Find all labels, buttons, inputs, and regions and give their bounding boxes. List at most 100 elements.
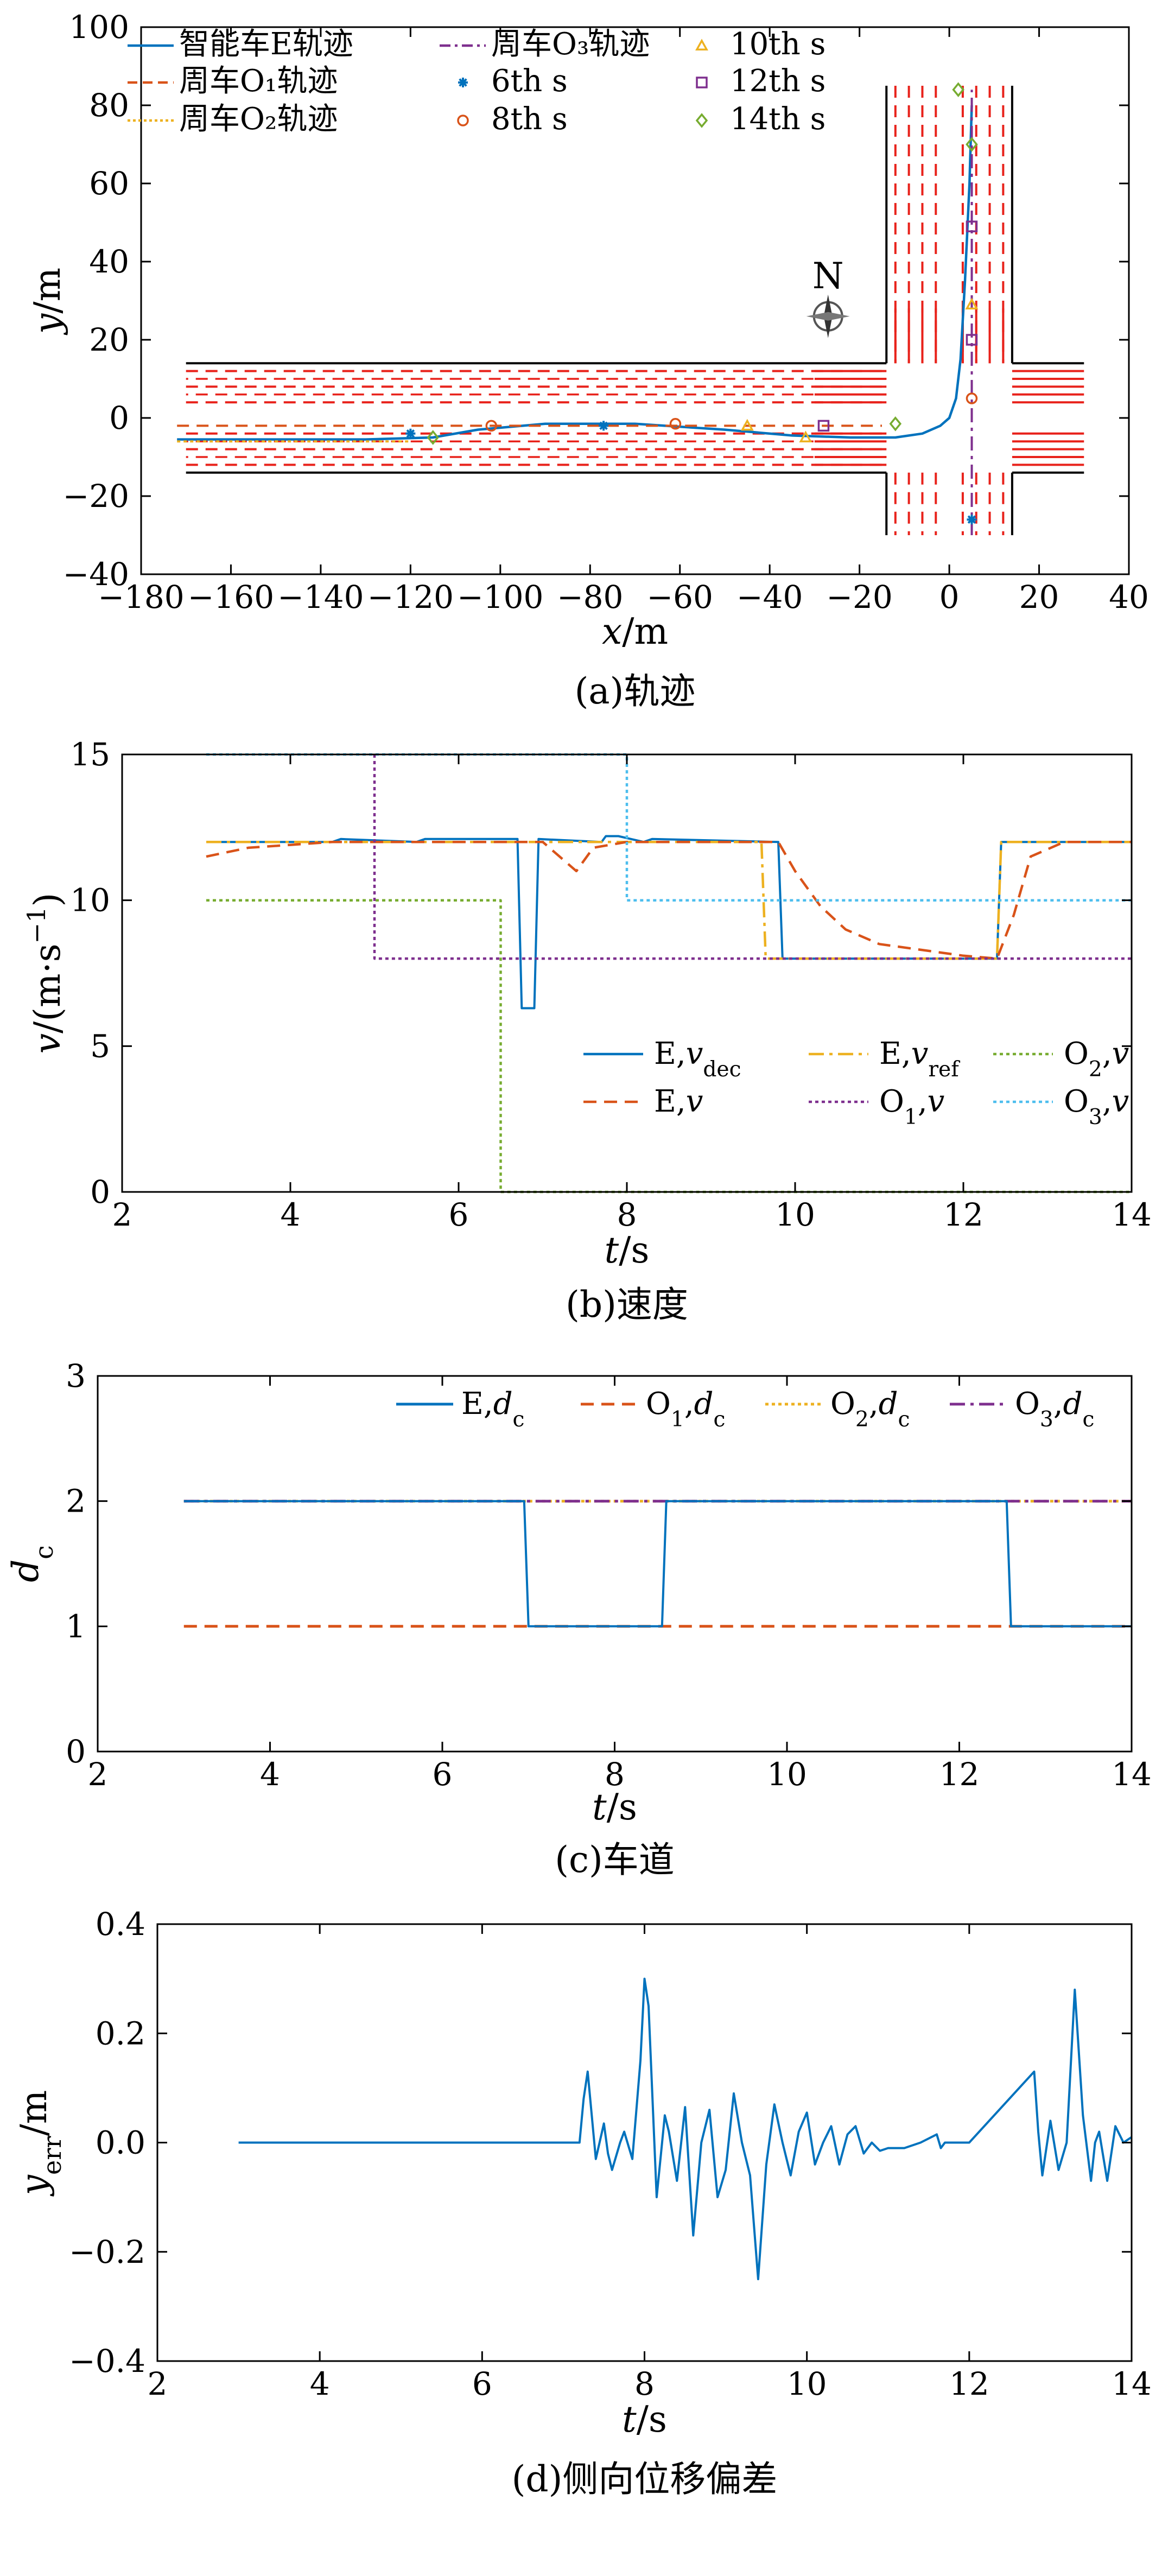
legend-label: O2,v bbox=[1064, 1036, 1129, 1082]
legend-label: O3,dc bbox=[1015, 1386, 1094, 1432]
caption: (a)轨迹 bbox=[575, 670, 696, 712]
legend-swatch bbox=[695, 113, 708, 128]
legend-item-Ev: E,v bbox=[583, 1084, 703, 1119]
legend-item-O1dc: O1,dc bbox=[581, 1386, 725, 1432]
x-axis-label: x/m bbox=[602, 611, 668, 652]
legend-item-O2dc: O2,dc bbox=[765, 1386, 910, 1432]
x-tick-label: 8 bbox=[634, 2365, 655, 2402]
marker-t10 bbox=[799, 430, 812, 442]
legend-label: 周车O₂轨迹 bbox=[179, 101, 338, 137]
legend-item-t12: 12th s bbox=[696, 64, 826, 99]
chart-d-lateral-error: 2 4 6 8 10 12 14 −0.4 −0.2 0.0 0.2 0.4 t/s yerr/m (d)侧… bbox=[13, 1906, 1152, 2500]
y-tick-label: 1 bbox=[66, 1608, 86, 1645]
series-Evdec bbox=[206, 835, 1132, 1010]
legend-item-Edc: E,dc bbox=[396, 1386, 525, 1432]
marker-t8 bbox=[485, 420, 498, 432]
plot-frame bbox=[140, 26, 1130, 575]
legend-label: 周车O₁轨迹 bbox=[179, 64, 338, 99]
compass-north-label: N bbox=[812, 255, 844, 297]
legend-label: O1,dc bbox=[646, 1386, 725, 1432]
series-Edc bbox=[183, 1500, 1132, 1628]
x-tick-label: −160 bbox=[188, 579, 274, 616]
caption: (b)速度 bbox=[566, 1284, 688, 1325]
y-tick-label: 40 bbox=[89, 243, 129, 280]
x-tick-label: 12 bbox=[943, 1196, 983, 1233]
x-tick-label: 14 bbox=[1112, 2365, 1152, 2402]
x-tick-label: −180 bbox=[98, 579, 184, 616]
legend-item-O1v: O1,v bbox=[809, 1084, 945, 1130]
y-tick-label: −40 bbox=[63, 556, 129, 593]
legend-item-O3: 周车O₃轨迹 bbox=[440, 27, 650, 62]
x-tick-label: 8 bbox=[605, 1756, 625, 1793]
legend-item-O2: 周车O₂轨迹 bbox=[128, 101, 338, 137]
x-tick-label: 40 bbox=[1109, 579, 1149, 616]
x-axis-label: t/s bbox=[592, 1786, 637, 1828]
y-tick-label: 5 bbox=[90, 1027, 110, 1064]
y-tick-label: 20 bbox=[89, 321, 129, 358]
marker-t14 bbox=[952, 82, 964, 97]
legend-label: E,vdec bbox=[654, 1036, 741, 1082]
marker-t10 bbox=[740, 418, 754, 431]
legend-label: 6th s bbox=[491, 64, 568, 99]
x-tick-label: 8 bbox=[617, 1196, 637, 1233]
y-tick-label: 0 bbox=[90, 1173, 110, 1210]
x-tick-label: 2 bbox=[88, 1756, 108, 1793]
x-tick-label: 10 bbox=[787, 2365, 827, 2402]
legend-swatch bbox=[457, 115, 469, 126]
marker-t10 bbox=[965, 297, 979, 310]
legend-item-O3v: O3,v bbox=[993, 1084, 1129, 1130]
x-tick-label: 14 bbox=[1112, 1196, 1152, 1233]
legend-label: E,dc bbox=[461, 1386, 525, 1432]
legend-item-Evref: E,vref bbox=[809, 1036, 960, 1082]
series-O3v bbox=[206, 753, 1132, 902]
legend-label: E,vref bbox=[879, 1036, 960, 1082]
x-tick-label: 14 bbox=[1112, 1756, 1152, 1793]
x-axis-label: t/s bbox=[605, 1229, 650, 1271]
x-tick-label: 10 bbox=[775, 1196, 815, 1233]
legend-item-t10: 10th s bbox=[695, 27, 826, 62]
y-tick-label: 60 bbox=[89, 165, 129, 202]
x-tick-label: 6 bbox=[449, 1196, 469, 1233]
x-tick-label: 2 bbox=[148, 2365, 168, 2402]
x-tick-label: 20 bbox=[1019, 579, 1059, 616]
legend-item-O3dc: O3,dc bbox=[950, 1386, 1094, 1432]
marker-t6 bbox=[405, 428, 416, 439]
trajectory-E bbox=[177, 105, 973, 441]
series-Ev bbox=[206, 840, 1132, 960]
legend-item-O1: 周车O₁轨迹 bbox=[128, 64, 338, 99]
legend-item-O2v: O2,v bbox=[993, 1036, 1129, 1082]
legend-label: E,v bbox=[654, 1084, 703, 1119]
marker-t8 bbox=[966, 392, 978, 404]
legend-item-t6: 6th s bbox=[458, 64, 568, 99]
x-tick-label: −100 bbox=[457, 579, 543, 616]
y-tick-label: 3 bbox=[66, 1357, 86, 1394]
legend-item-t14: 14th s bbox=[695, 101, 826, 137]
legend-label: 智能车E轨迹 bbox=[179, 27, 353, 62]
marker-t14 bbox=[889, 416, 902, 432]
y-tick-label: 2 bbox=[66, 1483, 86, 1520]
y-tick-label: 0.2 bbox=[96, 2015, 145, 2052]
marker-t12 bbox=[966, 220, 978, 232]
y-tick-label: 100 bbox=[69, 9, 129, 46]
x-tick-label: 6 bbox=[472, 2365, 492, 2402]
y-tick-label: −0.2 bbox=[69, 2234, 145, 2270]
road-map bbox=[186, 86, 1084, 535]
series-O1v bbox=[373, 754, 1132, 960]
legend-item-Evdec: E,vdec bbox=[583, 1036, 741, 1082]
plot-frame bbox=[97, 1375, 1133, 1753]
x-tick-label: 6 bbox=[433, 1756, 453, 1793]
chart-a-trajectory: N −180 −160 −140 −120 −100 −80 −60 −40 −20 0 20 40 −4… bbox=[27, 9, 1149, 712]
marker-t12 bbox=[817, 420, 830, 432]
legend-item-t8: 8th s bbox=[457, 101, 568, 137]
marker-t14 bbox=[427, 430, 439, 445]
legend-swatch bbox=[458, 78, 468, 87]
caption: (d)侧向位移偏差 bbox=[512, 2458, 778, 2500]
series-yerr bbox=[238, 1977, 1133, 2281]
marker-t6 bbox=[599, 421, 609, 431]
legend-label: O1,v bbox=[879, 1084, 945, 1130]
y-axis-label: dc bbox=[5, 1545, 59, 1582]
y-tick-label: 15 bbox=[70, 736, 110, 773]
x-tick-label: 12 bbox=[939, 1756, 980, 1793]
chart-b-velocity: 2 4 6 8 10 12 14 0 5 10 15 E,vdec E,vref O2,v E,v O1,v O… bbox=[22, 736, 1152, 1325]
